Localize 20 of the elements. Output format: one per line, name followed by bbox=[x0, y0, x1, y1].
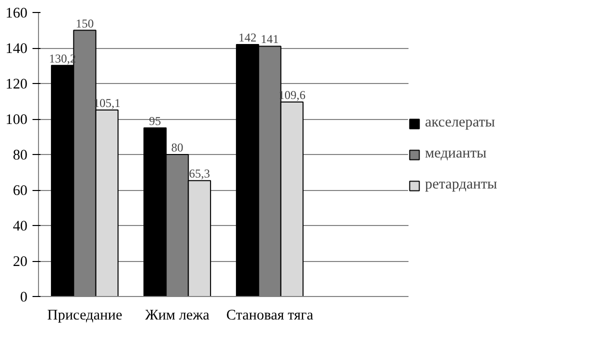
y-tick-label: 160 bbox=[6, 6, 28, 22]
y-tick-label: 0 bbox=[20, 290, 28, 306]
legend-label: акселераты bbox=[425, 114, 495, 132]
y-tick-label: 40 bbox=[12, 218, 28, 234]
data-label: 65,3 bbox=[188, 166, 210, 181]
y-tick-label: 140 bbox=[6, 41, 28, 57]
data-label: 141 bbox=[260, 32, 279, 46]
y-tick-label: 80 bbox=[12, 148, 28, 164]
data-label: 150 bbox=[76, 16, 94, 30]
data-label: 80 bbox=[171, 140, 184, 154]
x-tick-label: Приседание bbox=[47, 308, 122, 324]
y-tick-label: 120 bbox=[6, 76, 28, 92]
x-tick-label: Становая тяга bbox=[226, 308, 314, 324]
legend-label: медианты bbox=[425, 146, 488, 162]
y-tick-label: 60 bbox=[12, 183, 28, 199]
y-tick-label: 20 bbox=[12, 254, 28, 270]
x-tick-label: Жим лежа bbox=[145, 308, 210, 324]
data-label: 142 bbox=[238, 30, 257, 44]
y-tick-label: 100 bbox=[6, 112, 28, 128]
legend-label: ретарданты bbox=[425, 176, 498, 194]
